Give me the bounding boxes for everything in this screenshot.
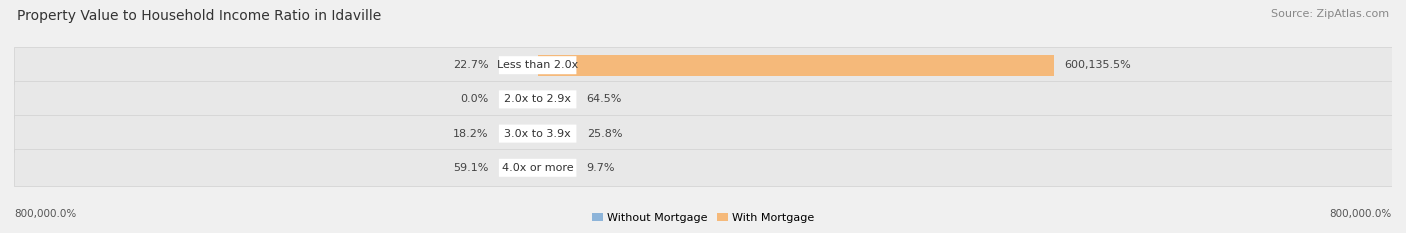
Text: Source: ZipAtlas.com: Source: ZipAtlas.com [1271,9,1389,19]
Bar [14,47,1392,84]
FancyBboxPatch shape [499,56,576,74]
Text: 3.0x to 3.9x: 3.0x to 3.9x [505,129,571,139]
Text: 9.7%: 9.7% [586,163,616,173]
Text: 25.8%: 25.8% [586,129,623,139]
Text: 800,000.0%: 800,000.0% [14,209,76,219]
Text: 800,000.0%: 800,000.0% [1330,209,1392,219]
Legend: Without Mortgage, With Mortgage: Without Mortgage, With Mortgage [588,208,818,227]
Text: Less than 2.0x: Less than 2.0x [498,60,578,70]
FancyBboxPatch shape [499,125,576,143]
Bar [537,55,1054,76]
Bar [14,115,1392,152]
FancyBboxPatch shape [499,90,576,108]
Text: 4.0x or more: 4.0x or more [502,163,574,173]
Text: 59.1%: 59.1% [453,163,489,173]
Bar [14,149,1392,186]
FancyBboxPatch shape [499,159,576,177]
Text: 22.7%: 22.7% [453,60,489,70]
Text: Property Value to Household Income Ratio in Idaville: Property Value to Household Income Ratio… [17,9,381,23]
Text: 2.0x to 2.9x: 2.0x to 2.9x [505,94,571,104]
Bar [14,81,1392,118]
Text: 600,135.5%: 600,135.5% [1064,60,1132,70]
Text: 0.0%: 0.0% [460,94,489,104]
Text: 64.5%: 64.5% [586,94,621,104]
Text: 18.2%: 18.2% [453,129,489,139]
